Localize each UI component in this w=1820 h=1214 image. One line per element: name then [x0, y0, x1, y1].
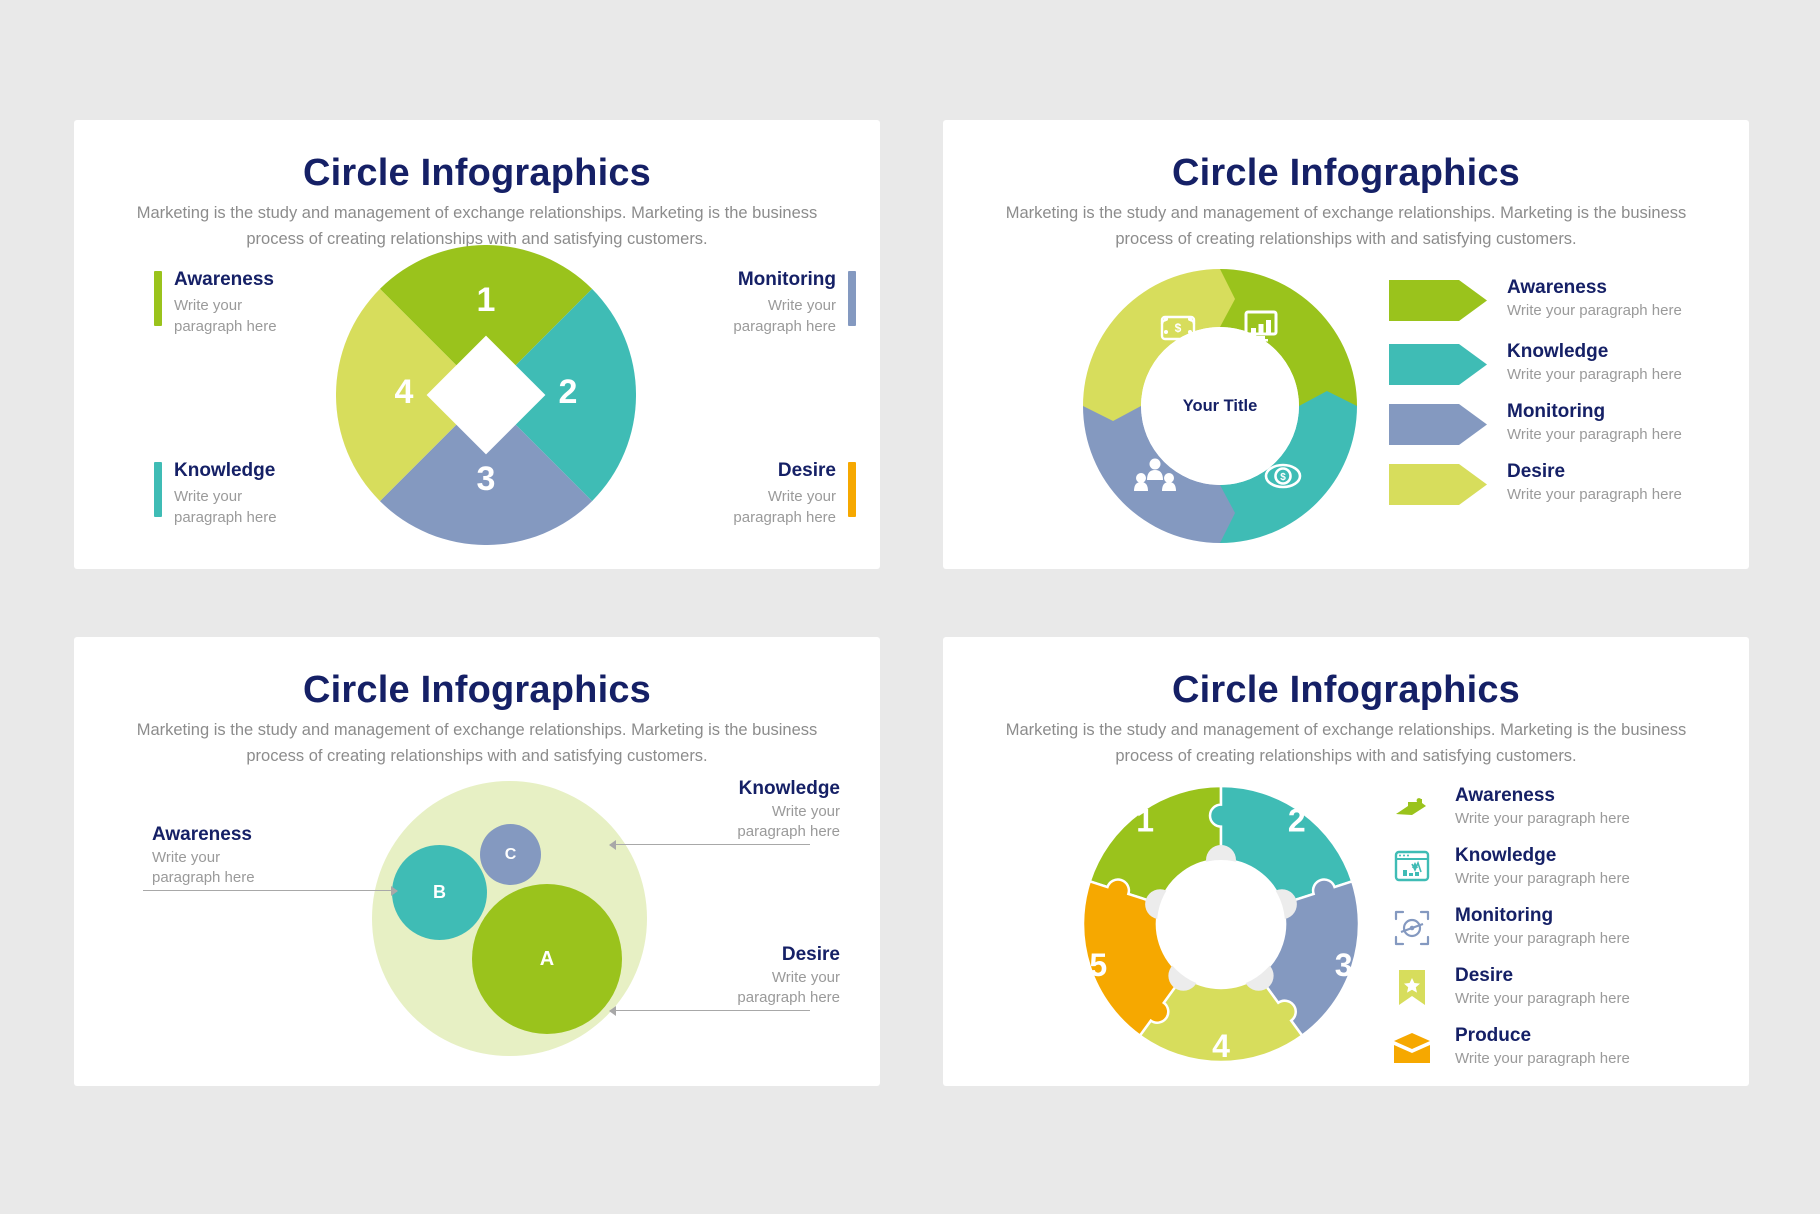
svg-text:4: 4: [1212, 1028, 1230, 1064]
svg-text:3: 3: [477, 460, 496, 498]
svg-text:1: 1: [477, 281, 496, 319]
svg-text:3: 3: [1335, 947, 1353, 983]
svg-text:2: 2: [1288, 803, 1306, 839]
svg-text:4: 4: [395, 373, 414, 411]
svg-text:5: 5: [1089, 947, 1107, 983]
svg-text:1: 1: [1136, 803, 1154, 839]
svg-text:2: 2: [559, 373, 578, 411]
